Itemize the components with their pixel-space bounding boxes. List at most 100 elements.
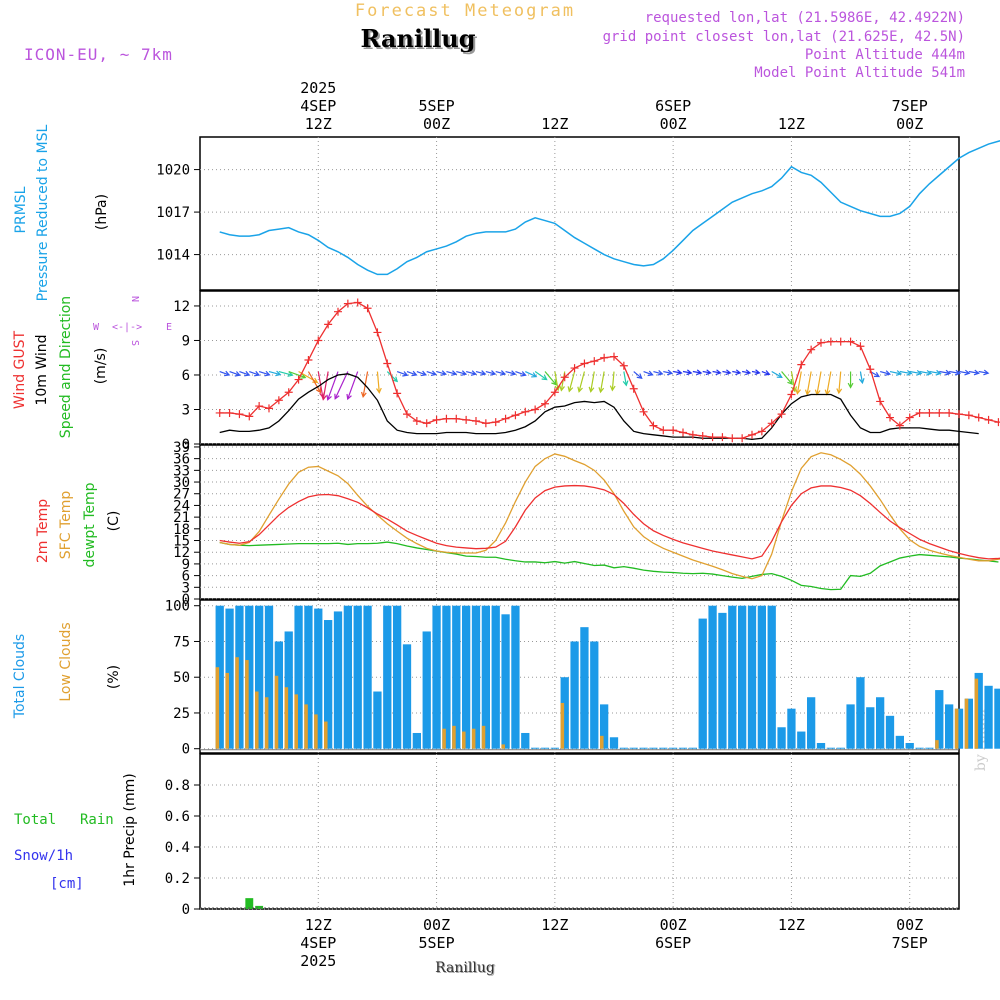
gust-marker (501, 414, 510, 423)
total-cloud-bar (718, 612, 727, 749)
wind-arrow-head (411, 370, 418, 377)
gust-marker (797, 360, 806, 369)
gust-marker (935, 408, 944, 417)
total-cloud-bar (846, 704, 855, 749)
wind-arrow (796, 371, 802, 394)
y-tick-label: 12 (173, 299, 190, 315)
wind-arrow-head (224, 370, 231, 377)
time-label-top: 00Z (423, 115, 450, 133)
y-tick-label: 12 (173, 545, 190, 561)
model-label: ICON-EU, ~ 7km (24, 45, 173, 64)
wind-arrow-head (944, 369, 952, 376)
low-cloud-bar (235, 657, 239, 749)
gust-marker (905, 413, 914, 422)
y-tick-label: 18 (173, 522, 190, 538)
wind-arrow (663, 370, 673, 374)
gust-marker (531, 405, 540, 414)
low-cloud-bar (935, 740, 939, 749)
gust-marker (343, 299, 352, 308)
wind-arrow-head (470, 370, 478, 376)
total-cloud-bar (836, 747, 845, 749)
compass-arrows: <-|-> (112, 322, 142, 333)
wind-unit: (m/s) (93, 348, 109, 385)
wind-arrow-head (873, 371, 881, 378)
wind-arrow-head (420, 370, 428, 377)
time-label-top: 4SEP (300, 97, 336, 115)
pressure-panel: 1014 1017 1020 (156, 136, 1000, 291)
wind-arrow-head (551, 379, 557, 386)
time-label-bottom: 6SEP (655, 934, 691, 952)
wind-arrow-head (541, 374, 548, 381)
y-tick-label: 9 (182, 333, 190, 349)
time-label-top: 7SEP (892, 97, 928, 115)
wind-arrow-head (858, 378, 865, 385)
time-label-top: 12Z (778, 115, 805, 133)
y-tick-label: 30 (173, 475, 190, 491)
wind-arrow-head (776, 372, 783, 378)
wind-arrow-head (275, 370, 282, 377)
wind-arrow-head (334, 393, 340, 400)
cloud-unit: (%) (106, 665, 122, 689)
wind-arrow (495, 370, 506, 375)
wind-arrow-head (725, 369, 732, 376)
wind-arrow-head (264, 370, 271, 377)
total-cloud-bar (550, 747, 559, 749)
total-cloud-bar (678, 747, 688, 749)
total-cloud-bar (304, 605, 313, 749)
total-cloud-bar (994, 688, 1000, 749)
wind-labels: Wind GUST 10m Wind Speed and Direction (… (12, 296, 172, 438)
wind-arrow (761, 370, 770, 375)
time-label-top: 12Z (541, 115, 568, 133)
wind-arrow (334, 371, 349, 399)
wind-arrow (578, 371, 586, 392)
wind-label-gust: Wind GUST (12, 330, 28, 409)
wind-arrow-head (926, 369, 933, 376)
y-tick-label: 0 (182, 592, 190, 608)
wind-arrow (702, 370, 711, 374)
total-cloud-bar (659, 747, 668, 749)
total-cloud-bar (698, 618, 707, 749)
temperature-labels: 2m Temp SFC Temp dewpt Temp (C) (35, 482, 122, 567)
total-cloud-bar (442, 605, 451, 749)
total-cloud-bar (984, 685, 993, 749)
wind-arrow-head (440, 370, 448, 376)
wind-arrow (919, 370, 932, 375)
low-cloud-bar (225, 672, 229, 749)
chart-title: Ranillug (360, 24, 475, 53)
low-cloud-bar (304, 704, 308, 749)
wind-speed-line (219, 373, 979, 441)
wind-arrow (219, 370, 230, 376)
wind-arrow (611, 371, 615, 391)
y-tick-label: 6 (182, 569, 190, 585)
precip-panel: 0 0.2 0.4 0.6 0.8 (165, 753, 960, 918)
gust-marker (846, 337, 855, 346)
model-altitude: Model Point Altitude 541m (754, 65, 965, 81)
low-cloud-bar (974, 678, 979, 749)
y-tick-label: 0.4 (165, 840, 190, 856)
time-label-bottom: 5SEP (419, 934, 455, 952)
chart-subtitle: Forecast Meteogram (355, 1, 575, 21)
total-cloud-bar (225, 608, 234, 749)
wind-arrow (446, 370, 457, 375)
gust-marker (669, 426, 678, 435)
time-label-bottom: 2025 (300, 952, 336, 970)
gust-marker (610, 352, 618, 361)
total-cloud-bar (649, 747, 658, 749)
total-cloud-bar (501, 614, 510, 749)
y-tick-label: 0 (182, 902, 190, 918)
wind-arrow (307, 371, 321, 393)
wind-arrow-head (636, 373, 643, 380)
gust-marker (807, 345, 816, 354)
wind-arrow (599, 371, 605, 393)
wind-arrow-head (884, 370, 892, 376)
total-cloud-bar (324, 620, 333, 749)
wind-arrow-head (376, 387, 382, 394)
wind-arrow-head (973, 369, 980, 376)
wind-arrow-head (705, 369, 712, 376)
wind-arrow-head (451, 370, 458, 376)
wind-arrow (568, 371, 576, 392)
wind-arrow-head (510, 370, 517, 376)
wind-arrow (362, 371, 369, 397)
